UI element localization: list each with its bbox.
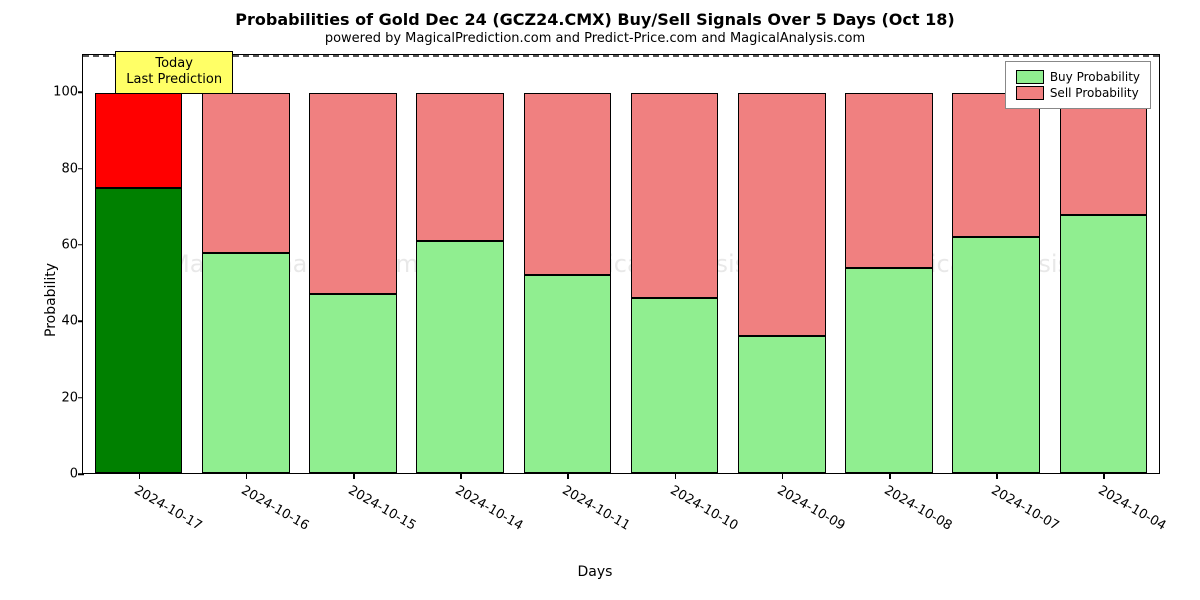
x-tick-mark <box>675 473 677 479</box>
y-tick-label: 60 <box>34 237 78 252</box>
y-tick-label: 40 <box>34 314 78 329</box>
bar-buy <box>416 241 504 473</box>
x-tick-mark <box>353 473 355 479</box>
bar-sell <box>1060 93 1148 215</box>
bars-row: 2024-10-172024-10-162024-10-152024-10-14… <box>83 55 1159 473</box>
bar-stack <box>524 93 612 473</box>
bar-stack <box>202 93 290 473</box>
x-tick-mark <box>782 473 784 479</box>
bar-slot: 2024-10-15 <box>305 55 400 473</box>
legend-swatch-buy <box>1016 70 1044 84</box>
bar-stack <box>845 93 933 473</box>
legend-label-buy: Buy Probability <box>1050 70 1140 84</box>
bar-buy <box>738 336 826 473</box>
x-tick-mark <box>246 473 248 479</box>
bar-buy <box>309 294 397 473</box>
y-tick-label: 100 <box>34 85 78 100</box>
chart-subtitle: powered by MagicalPrediction.com and Pre… <box>10 31 1180 46</box>
x-tick-label: 2024-10-08 <box>882 483 955 534</box>
bar-sell <box>309 93 397 294</box>
bar-slot: 2024-10-07 <box>949 55 1044 473</box>
x-tick-label: 2024-10-14 <box>453 483 526 534</box>
legend-item-sell: Sell Probability <box>1016 86 1140 100</box>
x-tick-label: 2024-10-04 <box>1096 483 1169 534</box>
bar-buy <box>845 268 933 473</box>
bar-stack <box>95 93 183 473</box>
bar-stack <box>631 93 719 473</box>
bar-sell <box>631 93 719 298</box>
bar-sell <box>738 93 826 336</box>
x-tick-mark <box>1103 473 1105 479</box>
bar-buy <box>631 298 719 473</box>
x-tick-mark <box>460 473 462 479</box>
bar-slot: 2024-10-09 <box>734 55 829 473</box>
y-tick-label: 20 <box>34 390 78 405</box>
today-annotation: TodayLast Prediction <box>115 51 233 94</box>
bar-slot: 2024-10-10 <box>627 55 722 473</box>
y-tick-label: 0 <box>34 467 78 482</box>
x-tick-label: 2024-10-09 <box>774 483 847 534</box>
bar-slot: 2024-10-16 <box>198 55 293 473</box>
chart-title: Probabilities of Gold Dec 24 (GCZ24.CMX)… <box>10 10 1180 29</box>
bar-stack <box>416 93 504 473</box>
bar-sell <box>95 93 183 188</box>
bar-buy <box>1060 215 1148 473</box>
y-axis-ticks: 020406080100 <box>34 54 78 474</box>
y-tick-label: 80 <box>34 161 78 176</box>
x-tick-label: 2024-10-07 <box>989 483 1062 534</box>
bar-stack <box>309 93 397 473</box>
bar-slot: 2024-10-17 <box>91 55 186 473</box>
bar-sell <box>416 93 504 241</box>
x-tick-mark <box>139 473 141 479</box>
legend: Buy Probability Sell Probability <box>1005 61 1151 109</box>
legend-label-sell: Sell Probability <box>1050 86 1139 100</box>
bar-sell <box>952 93 1040 237</box>
x-tick-label: 2024-10-15 <box>346 483 419 534</box>
x-tick-label: 2024-10-17 <box>131 483 204 534</box>
x-tick-label: 2024-10-11 <box>560 483 633 534</box>
bar-slot: 2024-10-04 <box>1056 55 1151 473</box>
legend-swatch-sell <box>1016 86 1044 100</box>
bar-sell <box>202 93 290 253</box>
bar-buy <box>952 237 1040 473</box>
x-tick-label: 2024-10-16 <box>238 483 311 534</box>
x-tick-mark <box>996 473 998 479</box>
chart-container: Probabilities of Gold Dec 24 (GCZ24.CMX)… <box>0 0 1200 600</box>
bar-stack <box>738 93 826 473</box>
bar-sell <box>845 93 933 268</box>
legend-item-buy: Buy Probability <box>1016 70 1140 84</box>
bar-slot: 2024-10-11 <box>520 55 615 473</box>
plot-area: MagicalAnalysis.comMagicalAnalysis.comMa… <box>82 54 1160 474</box>
x-tick-mark <box>889 473 891 479</box>
bar-buy <box>524 275 612 473</box>
bar-buy <box>95 188 183 473</box>
bar-buy <box>202 253 290 473</box>
plot-wrapper: 020406080100 MagicalAnalysis.comMagicalA… <box>82 54 1160 474</box>
bar-stack <box>952 93 1040 473</box>
annotation-line: Last Prediction <box>126 72 222 88</box>
annotation-line: Today <box>126 56 222 72</box>
x-tick-mark <box>567 473 569 479</box>
x-tick-label: 2024-10-10 <box>667 483 740 534</box>
bar-sell <box>524 93 612 275</box>
bar-slot: 2024-10-14 <box>413 55 508 473</box>
bar-stack <box>1060 93 1148 473</box>
x-axis-label: Days <box>10 564 1180 580</box>
bar-slot: 2024-10-08 <box>841 55 936 473</box>
